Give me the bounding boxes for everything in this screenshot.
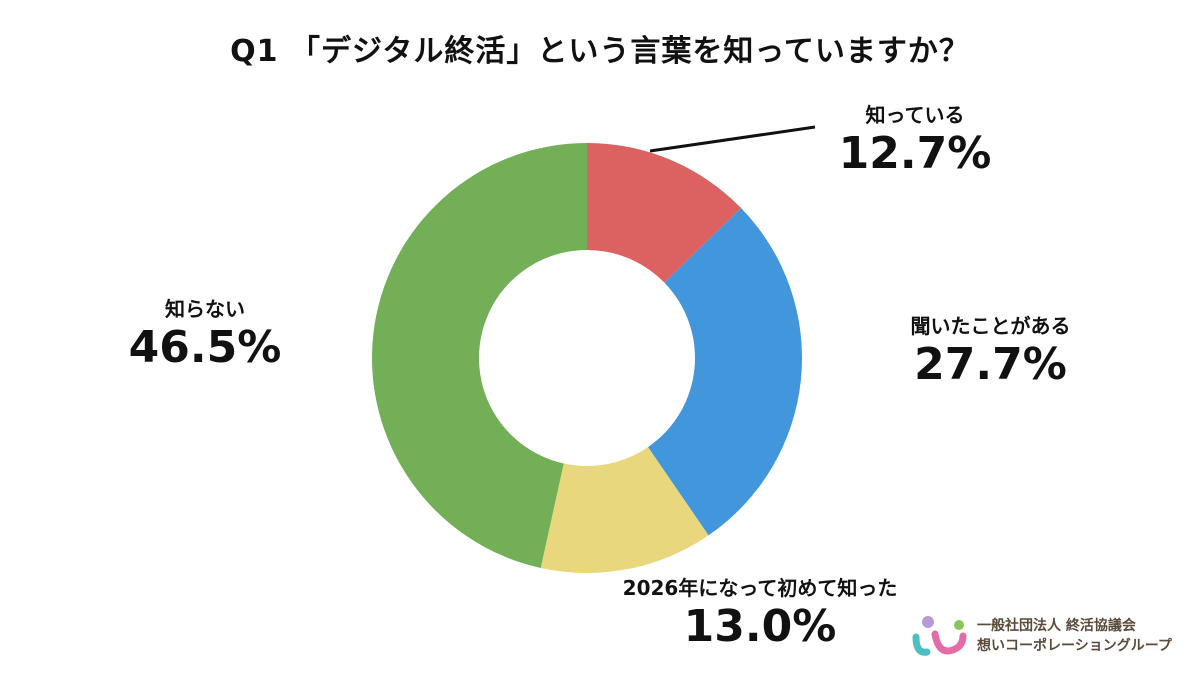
chart-title: Q1 「デジタル終活」という言葉を知っていますか？ bbox=[230, 34, 970, 69]
slice-label-2026年になって初めて知った: 2026年になって初めて知った 13.0% bbox=[590, 575, 930, 653]
slice-2026年になって初めて知った bbox=[540, 447, 709, 573]
leader-line-知っている bbox=[649, 125, 816, 153]
slice-name: 知らない bbox=[165, 297, 245, 321]
slice-name: 知っている bbox=[865, 103, 965, 127]
logo-mark-icon bbox=[912, 616, 967, 656]
slice-name: 2026年になって初めて知った bbox=[622, 576, 898, 600]
slice-label-聞いたことがある: 聞いたことがある 27.7% bbox=[878, 313, 1103, 391]
slice-label-知っている: 知っている 12.7% bbox=[820, 102, 1010, 180]
slice-聞いたことがある bbox=[648, 208, 802, 536]
organization-logo: 一般社団法人 終活協議会 想いコーポレーショングループ bbox=[905, 612, 1185, 662]
slice-label-知らない: 知らない 46.5% bbox=[120, 296, 290, 374]
slice-percent: 46.5% bbox=[128, 322, 282, 373]
logo-line-1: 一般社団法人 終活協議会 bbox=[977, 618, 1136, 634]
slice-percent: 12.7% bbox=[838, 128, 992, 179]
slice-知らない bbox=[372, 143, 587, 568]
slice-知っている bbox=[587, 143, 742, 283]
logo-text: 一般社団法人 終活協議会 想いコーポレーショングループ bbox=[977, 616, 1172, 656]
slice-percent: 27.7% bbox=[914, 339, 1067, 390]
slice-percent: 13.0% bbox=[683, 601, 837, 652]
slice-name: 聞いたことがある bbox=[910, 314, 1071, 338]
logo-line-2: 想いコーポレーショングループ bbox=[977, 638, 1172, 654]
